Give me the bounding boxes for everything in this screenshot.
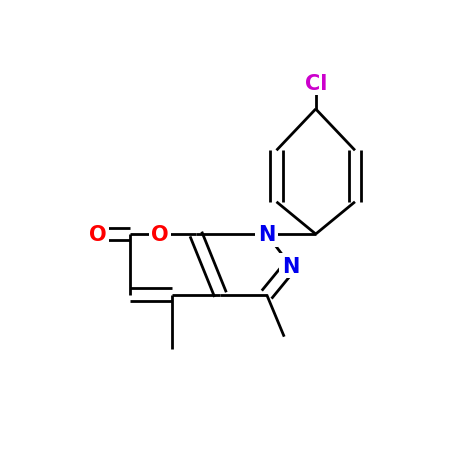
Text: N: N <box>281 256 299 276</box>
Text: O: O <box>151 225 168 244</box>
Text: O: O <box>89 225 106 244</box>
Text: N: N <box>258 225 275 244</box>
Text: Cl: Cl <box>304 74 326 94</box>
